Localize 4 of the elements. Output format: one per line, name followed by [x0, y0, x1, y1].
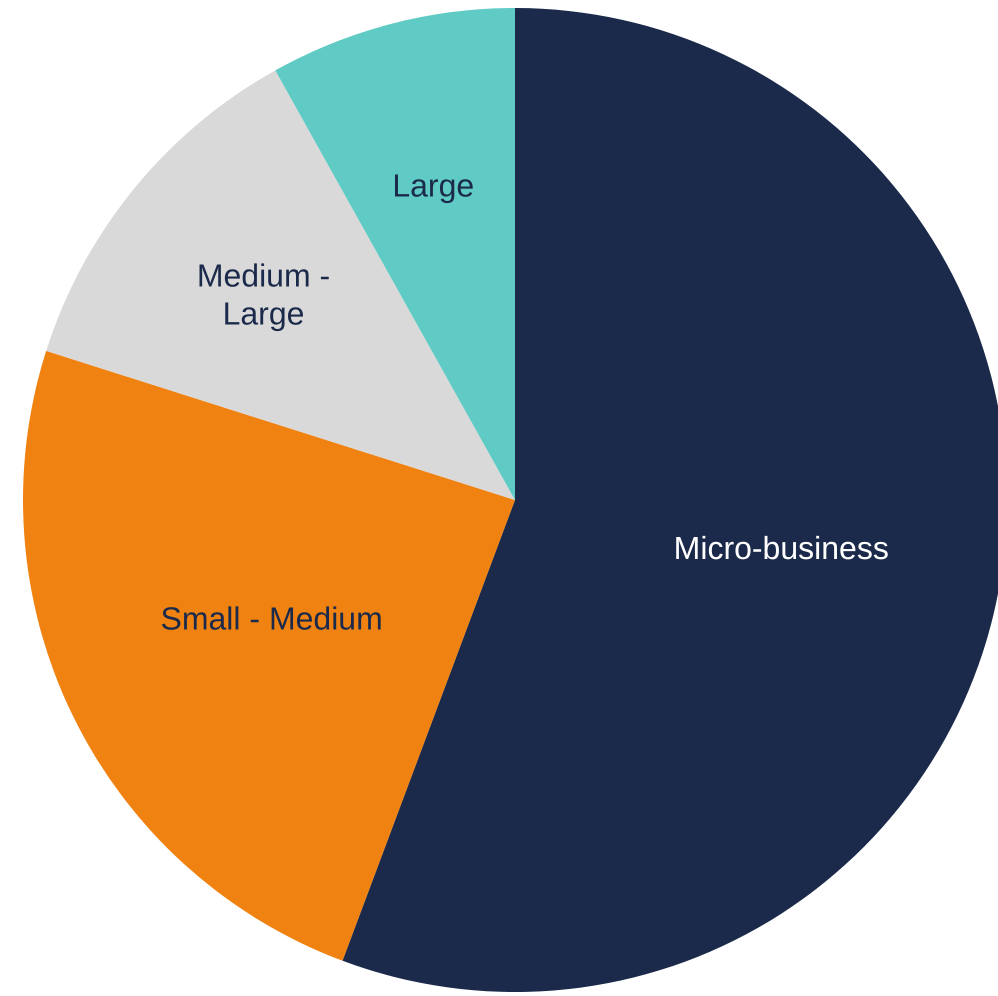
slice-label: Medium - Large — [196, 258, 330, 332]
slice-label: Small - Medium — [160, 600, 383, 636]
slice-label: Micro-business — [674, 530, 889, 566]
slice-label: Large — [392, 168, 474, 204]
